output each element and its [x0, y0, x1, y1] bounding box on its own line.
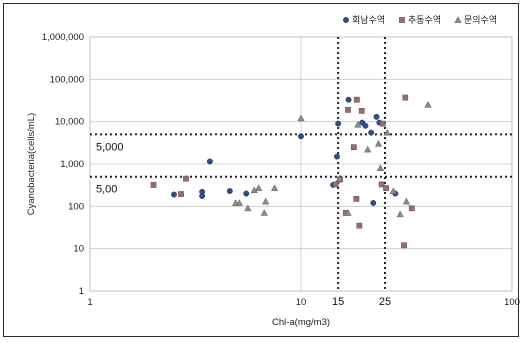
- x-tick-label: 10: [296, 297, 307, 308]
- square-point: [401, 242, 407, 249]
- circle-point: [362, 122, 369, 129]
- triangle-point: [235, 199, 243, 206]
- y-tick-label: 10,000: [55, 117, 84, 128]
- square-point: [178, 191, 184, 197]
- square-point: [383, 185, 389, 191]
- circle-point: [199, 193, 206, 199]
- triangle-point: [424, 100, 432, 108]
- square-point: [150, 182, 157, 188]
- threshold-label: 5,00: [96, 184, 117, 196]
- threshold-label: 25: [379, 296, 391, 308]
- triangle-point: [335, 174, 343, 182]
- triangle-point: [374, 139, 383, 147]
- legend-marker: [343, 17, 349, 23]
- square-point: [378, 181, 385, 188]
- triangle-point: [354, 120, 362, 128]
- y-tick-label: 1,000: [60, 159, 84, 170]
- threshold-label: 15: [332, 296, 344, 308]
- triangle-point: [376, 164, 385, 171]
- circle-point: [206, 158, 213, 165]
- triangle-point: [244, 204, 252, 212]
- legend-label: 문의수역: [464, 15, 497, 26]
- triangle-point: [364, 145, 372, 153]
- y-axis-label: Cyanobacteria(cells/mL): [26, 113, 37, 215]
- legend-marker: [399, 17, 405, 23]
- legend: 회남수역 추동수역 문의수역: [343, 15, 497, 26]
- square-point: [408, 205, 415, 212]
- tick-labels: 1 10 100 1,000 10,000 100,000 1,000,000 1 10 100: [42, 32, 520, 308]
- square-point: [345, 107, 351, 113]
- triangle-point: [396, 210, 404, 218]
- triangle-point: [389, 187, 397, 194]
- y-tick-label: 100,000: [50, 74, 84, 85]
- square-point: [350, 144, 357, 151]
- gridlines: [89, 36, 513, 292]
- threshold-label: 5,000: [96, 141, 124, 153]
- circle-point: [171, 191, 177, 198]
- legend-marker: [454, 16, 462, 23]
- circle-point: [298, 133, 304, 140]
- legend-label: 회남수역: [352, 15, 385, 26]
- x-tick-label: 1: [87, 297, 92, 308]
- triangle-point: [260, 209, 268, 216]
- triangle-point: [383, 128, 391, 136]
- circle-point: [368, 129, 375, 136]
- triangle-point: [262, 197, 270, 205]
- square-point: [353, 196, 360, 202]
- circle-point: [370, 200, 377, 206]
- square-point: [332, 181, 339, 188]
- data-points: [150, 94, 432, 249]
- square-point: [358, 108, 365, 114]
- triangle-point: [255, 184, 263, 191]
- chart-frame: 1 10 100 1,000 10,000 100,000 1,000,000 1 10 100 …: [3, 3, 520, 337]
- circle-point: [226, 188, 233, 194]
- y-tick-label: 1: [79, 286, 84, 297]
- circle-point: [333, 153, 340, 160]
- triangle-point: [344, 209, 352, 216]
- triangle-point: [297, 114, 305, 122]
- triangle-point: [271, 184, 279, 191]
- square-point: [354, 96, 360, 103]
- square-point: [183, 175, 189, 182]
- circle-point: [373, 113, 380, 120]
- circle-point: [243, 190, 250, 197]
- square-point: [379, 120, 386, 127]
- y-tick-label: 1,000,000: [42, 32, 84, 43]
- triangle-point: [402, 197, 411, 205]
- circle-point: [335, 120, 342, 127]
- y-tick-label: 100: [68, 201, 84, 212]
- x-tick-label: 100: [504, 297, 520, 308]
- circle-point: [345, 96, 352, 103]
- x-axis-label: Chl-a(mg/m3): [272, 317, 330, 328]
- square-point: [356, 222, 363, 229]
- square-point: [402, 94, 409, 101]
- y-tick-label: 10: [73, 244, 84, 255]
- legend-label: 추동수역: [408, 15, 441, 26]
